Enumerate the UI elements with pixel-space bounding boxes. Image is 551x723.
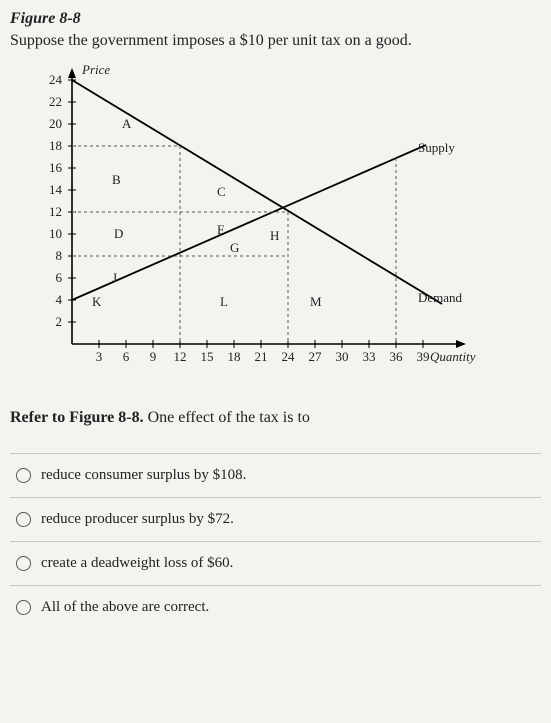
svg-text:12: 12 <box>174 349 187 364</box>
svg-text:6: 6 <box>56 270 63 285</box>
pt-F: F <box>217 222 224 237</box>
svg-text:27: 27 <box>309 349 323 364</box>
svg-text:39: 39 <box>417 349 430 364</box>
svg-text:21: 21 <box>255 349 268 364</box>
radio-icon <box>16 512 31 527</box>
radio-icon <box>16 468 31 483</box>
y-axis-label: Price <box>81 64 110 77</box>
option-a[interactable]: reduce consumer surplus by $108. <box>10 453 541 497</box>
pt-A: A <box>122 116 132 131</box>
option-label: reduce consumer surplus by $108. <box>41 467 246 484</box>
supply-label: Supply <box>418 140 455 155</box>
pt-C: C <box>217 184 226 199</box>
svg-text:4: 4 <box>56 292 63 307</box>
question-body: One effect of the tax is to <box>144 409 310 426</box>
demand-line <box>72 80 442 304</box>
supply-line <box>72 145 426 300</box>
svg-text:14: 14 <box>49 182 63 197</box>
pt-G: G <box>230 240 239 255</box>
svg-text:12: 12 <box>49 204 62 219</box>
svg-text:18: 18 <box>49 138 62 153</box>
svg-text:10: 10 <box>49 226 62 241</box>
question-text: Refer to Figure 8-8. One effect of the t… <box>10 409 541 427</box>
option-label: create a deadweight loss of $60. <box>41 555 233 572</box>
svg-text:2: 2 <box>56 314 63 329</box>
svg-text:22: 22 <box>49 94 62 109</box>
svg-text:3: 3 <box>96 349 103 364</box>
demand-label: Demand <box>418 290 463 305</box>
svg-text:30: 30 <box>336 349 349 364</box>
x-axis-label: Quantity <box>430 349 476 364</box>
pt-M: M <box>310 294 322 309</box>
svg-text:33: 33 <box>363 349 376 364</box>
option-label: reduce producer surplus by $72. <box>41 511 234 528</box>
svg-text:20: 20 <box>49 116 62 131</box>
svg-text:24: 24 <box>282 349 296 364</box>
pt-J: J <box>112 270 117 285</box>
pt-L: L <box>220 294 228 309</box>
svg-text:15: 15 <box>201 349 214 364</box>
pt-B: B <box>112 172 121 187</box>
figure-title: Figure 8-8 <box>10 10 541 28</box>
svg-text:24: 24 <box>49 72 63 87</box>
figure-caption: Suppose the government imposes a $10 per… <box>10 32 541 50</box>
radio-icon <box>16 556 31 571</box>
option-b[interactable]: reduce producer surplus by $72. <box>10 497 541 541</box>
option-d[interactable]: All of the above are correct. <box>10 585 541 629</box>
svg-text:16: 16 <box>49 160 63 175</box>
question-prefix: Refer to Figure 8-8. <box>10 409 144 426</box>
svg-text:8: 8 <box>56 248 63 263</box>
svg-text:36: 36 <box>390 349 404 364</box>
svg-text:6: 6 <box>123 349 130 364</box>
supply-demand-chart: 2 4 6 8 10 12 14 16 18 20 22 24 3 6 9 12… <box>22 64 541 379</box>
option-c[interactable]: create a deadweight loss of $60. <box>10 541 541 585</box>
pt-H: H <box>270 228 279 243</box>
option-label: All of the above are correct. <box>41 599 209 616</box>
radio-icon <box>16 600 31 615</box>
pt-D: D <box>114 226 123 241</box>
pt-K: K <box>92 294 102 309</box>
svg-text:9: 9 <box>150 349 157 364</box>
svg-text:18: 18 <box>228 349 241 364</box>
